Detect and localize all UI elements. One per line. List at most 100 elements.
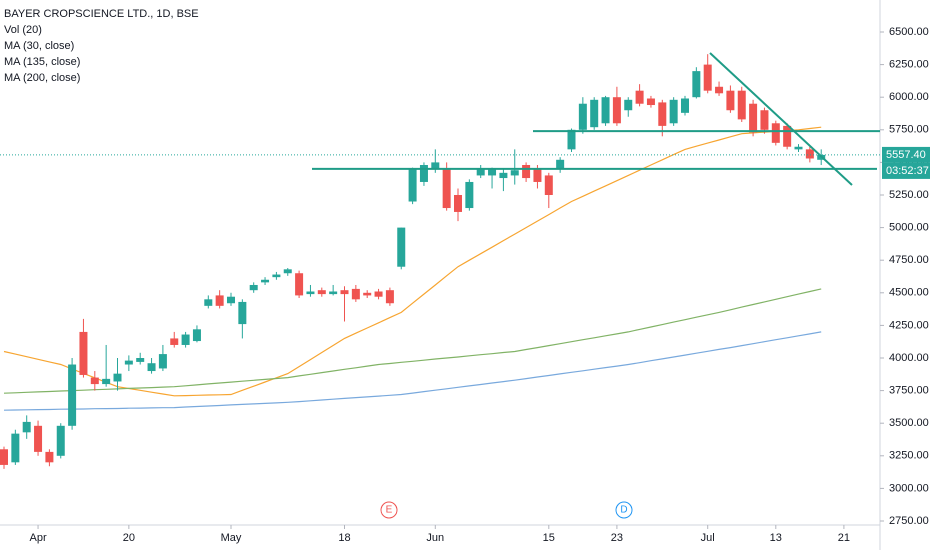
- plot-area: [0, 54, 826, 469]
- candle-body: [283, 269, 292, 274]
- candle-body: [124, 360, 133, 365]
- candle-body: [102, 378, 111, 385]
- candle-body: [510, 170, 519, 176]
- legend-entry: MA (30, close): [4, 40, 74, 52]
- ma-line: [3, 288, 822, 394]
- y-tick-label: 4250.00: [889, 319, 929, 331]
- countdown-box: [882, 162, 930, 179]
- y-tick-label: 6500.00: [889, 26, 929, 38]
- candle-body: [533, 168, 542, 182]
- candle-body: [170, 338, 179, 345]
- candle-body: [612, 97, 621, 124]
- trend-line: [709, 52, 853, 186]
- candle-body: [544, 175, 553, 195]
- y-tick-label: 3500.00: [889, 417, 929, 429]
- candle-body: [703, 64, 712, 91]
- candle-body: [272, 274, 281, 278]
- y-tick-label: 3750.00: [889, 385, 929, 397]
- candle-body: [113, 373, 122, 382]
- y-tick-label: 5250.00: [889, 189, 929, 201]
- candle-body: [158, 354, 167, 369]
- candle-body: [771, 123, 780, 143]
- candle-body: [590, 99, 599, 128]
- candle-body: [317, 290, 326, 295]
- candle-body: [737, 90, 746, 120]
- candle-body: [363, 292, 372, 296]
- candle-body: [635, 90, 644, 104]
- candle-body: [783, 125, 792, 147]
- candle-body: [499, 172, 508, 179]
- y-tick-label: 3250.00: [889, 450, 929, 462]
- y-tick-label: 4500.00: [889, 287, 929, 299]
- candle-body: [522, 165, 531, 179]
- y-tick-label: 2750.00: [889, 515, 929, 527]
- candle-body: [0, 449, 8, 465]
- candle-body: [295, 273, 304, 296]
- x-tick-label: Jul: [701, 532, 715, 544]
- candle-body: [11, 433, 20, 463]
- candle-body: [488, 168, 497, 176]
- candle-body: [249, 284, 258, 291]
- candle-body: [90, 377, 99, 385]
- candle-body: [68, 364, 77, 426]
- candle-body: [646, 98, 655, 106]
- y-tick-label: 5000.00: [889, 222, 929, 234]
- candle-body: [45, 451, 54, 463]
- legend-entry: MA (135, close): [4, 56, 80, 68]
- candle-body: [261, 279, 270, 283]
- candle-body: [726, 90, 735, 111]
- x-tick-label: 13: [770, 532, 782, 544]
- event-label: E: [386, 505, 393, 516]
- candle-body: [431, 162, 440, 169]
- last-price-label: 5557.40: [886, 149, 926, 161]
- candle-body: [669, 99, 678, 124]
- candle-body: [749, 103, 758, 133]
- candle-body: [681, 98, 689, 113]
- candle-body: [181, 334, 190, 345]
- x-tick-label: 18: [338, 532, 350, 544]
- legend-entry: MA (200, close): [4, 72, 80, 84]
- event-label: D: [620, 505, 627, 516]
- candle-body: [238, 301, 247, 325]
- candle-body: [760, 110, 769, 130]
- candle-body: [805, 149, 814, 159]
- candle-body: [340, 290, 349, 295]
- candle-body: [715, 86, 724, 94]
- y-tick-label: 6250.00: [889, 59, 929, 71]
- y-tick-label: 4750.00: [889, 254, 929, 266]
- y-tick-label: 4000.00: [889, 352, 929, 364]
- candle-body: [442, 168, 451, 209]
- candle-body: [374, 291, 383, 297]
- candle-body: [465, 181, 474, 209]
- x-tick-label: 23: [611, 532, 623, 544]
- candle-body: [419, 165, 428, 182]
- candle-body: [624, 99, 633, 111]
- candle-body: [556, 159, 565, 169]
- candle-body: [454, 195, 462, 212]
- x-tick-label: 20: [123, 532, 135, 544]
- x-tick-label: May: [221, 532, 242, 544]
- candle-body: [227, 296, 235, 304]
- candle-body: [397, 227, 406, 267]
- y-tick-label: 5750.00: [889, 124, 929, 136]
- chart-title: BAYER CROPSCIENCE LTD., 1D, BSE: [4, 8, 199, 20]
- candle-body: [329, 291, 338, 295]
- legend-entry: Vol (20): [4, 24, 42, 36]
- candle-body: [385, 290, 394, 304]
- y-tick-label: 6000.00: [889, 91, 929, 103]
- candle-body: [601, 97, 610, 124]
- candle-body: [476, 168, 485, 176]
- last-price-box: [882, 146, 930, 163]
- candle-body: [147, 363, 156, 372]
- candle-body: [351, 288, 360, 300]
- candle-body: [215, 295, 224, 306]
- candle-body: [56, 425, 65, 456]
- event-marker: [615, 501, 633, 519]
- candle-body: [658, 102, 667, 126]
- candle-body: [794, 146, 803, 150]
- candle-body: [136, 358, 145, 362]
- candle-body: [192, 329, 201, 342]
- ma-line: [3, 126, 822, 397]
- ma-line: [3, 331, 822, 411]
